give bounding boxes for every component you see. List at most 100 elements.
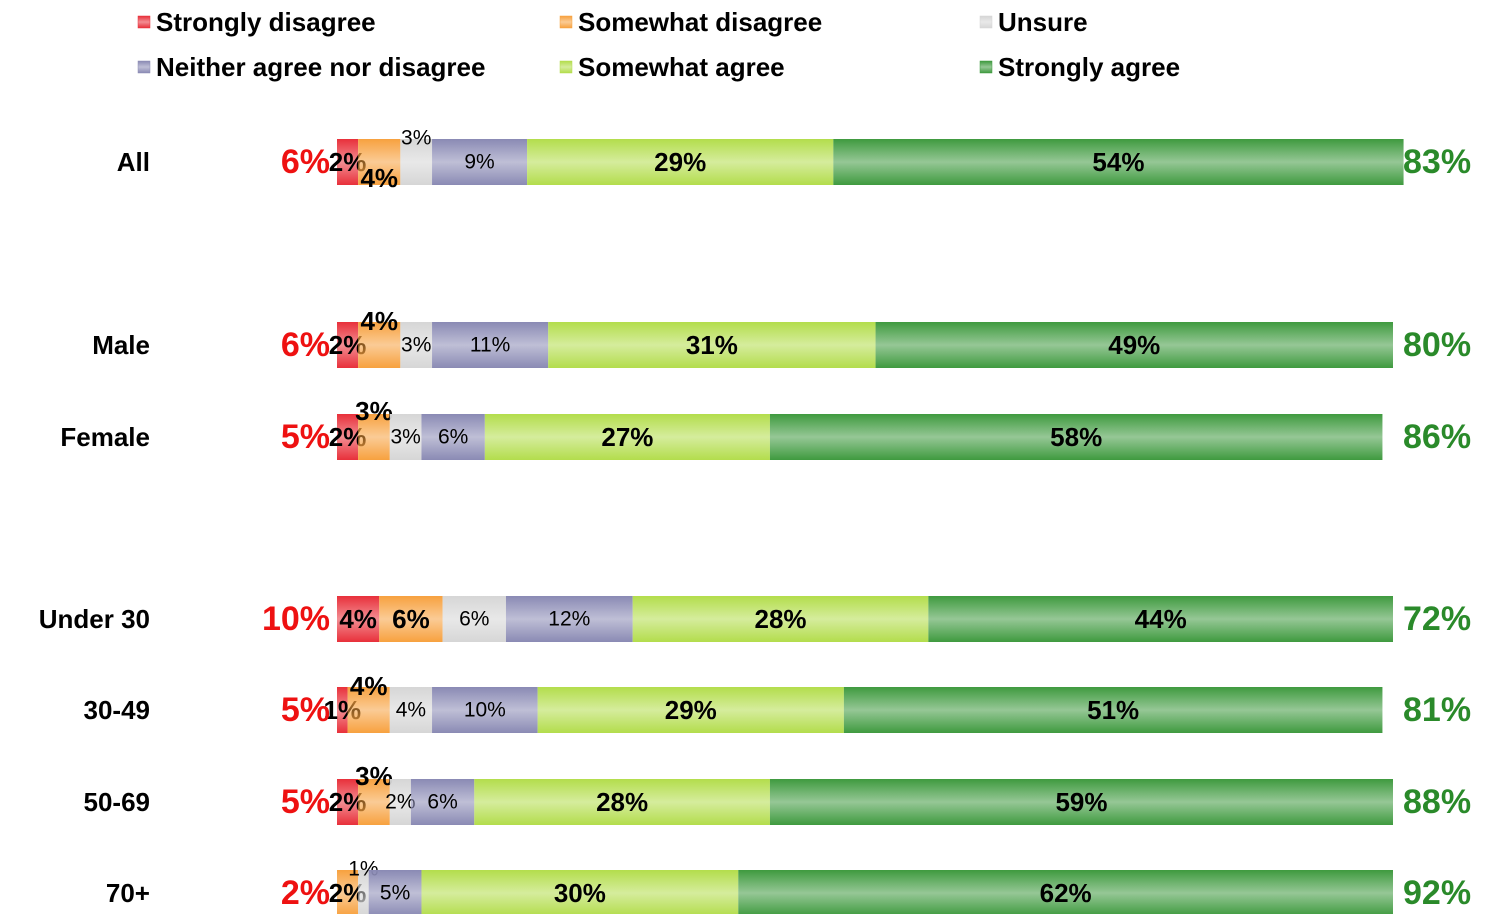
bar-segment — [432, 322, 549, 368]
legend-label: Neither agree nor disagree — [156, 52, 485, 82]
disagree-total: 5% — [281, 691, 330, 729]
value-label: 29% — [654, 147, 706, 177]
category-label: Under 30 — [39, 604, 150, 634]
value-label: 27% — [601, 422, 653, 452]
value-label: 5% — [380, 882, 410, 905]
value-label: 6% — [438, 426, 468, 449]
legend-label: Strongly agree — [998, 52, 1180, 82]
value-label: 28% — [754, 604, 806, 634]
bar-segment — [379, 596, 443, 642]
value-label: 49% — [1108, 330, 1160, 360]
bar-segment — [337, 779, 359, 825]
value-label: 29% — [665, 695, 717, 725]
value-label: 44% — [1135, 604, 1187, 634]
bar-segment — [484, 414, 770, 460]
bar-segment — [432, 687, 538, 733]
value-label: 4% — [360, 163, 398, 193]
bar-segment — [337, 322, 359, 368]
bar-segment — [337, 414, 359, 460]
bar-segment — [389, 687, 433, 733]
value-label: 6% — [392, 604, 430, 634]
value-label: 58% — [1050, 422, 1102, 452]
value-label: 62% — [1040, 878, 1092, 908]
value-label: 3% — [355, 761, 393, 791]
bar-segment — [432, 139, 528, 185]
legend-swatch — [559, 15, 573, 29]
bar-segment — [368, 870, 422, 914]
agree-total: 81% — [1403, 691, 1471, 729]
category-label: All — [117, 147, 150, 177]
bar-segment — [400, 322, 433, 368]
value-label: 3% — [401, 334, 431, 357]
value-label: 28% — [596, 787, 648, 817]
legend-swatch — [137, 60, 151, 74]
bar-segment — [505, 596, 633, 642]
bar-segment — [347, 687, 390, 733]
bar-segment — [358, 870, 369, 914]
bar-segment — [632, 596, 929, 642]
legend-label: Somewhat agree — [578, 52, 785, 82]
value-label: 59% — [1055, 787, 1107, 817]
bar-segment — [928, 596, 1393, 642]
value-label: 54% — [1092, 147, 1144, 177]
value-label: 10% — [464, 699, 506, 722]
category-label: 30-49 — [84, 695, 151, 725]
legend-swatch — [137, 15, 151, 29]
bar-segment — [337, 596, 380, 642]
value-label: 51% — [1087, 695, 1139, 725]
bar-segment — [358, 139, 401, 185]
value-label: 4% — [339, 604, 377, 634]
bar-segment — [400, 139, 433, 185]
legend-label: Somewhat disagree — [578, 7, 822, 37]
bar-segment — [389, 414, 422, 460]
value-label: 4% — [360, 306, 398, 336]
category-label: Male — [92, 330, 150, 360]
value-label: 4% — [350, 671, 388, 701]
value-label: 9% — [464, 151, 494, 174]
value-label: 3% — [401, 127, 431, 150]
value-label: 30% — [554, 878, 606, 908]
bar-segment — [389, 779, 411, 825]
bar-segment — [537, 687, 844, 733]
value-label: 31% — [686, 330, 738, 360]
agree-total: 72% — [1403, 600, 1471, 638]
agree-total: 92% — [1403, 874, 1471, 912]
bar-segment — [442, 596, 506, 642]
agree-total: 86% — [1403, 418, 1471, 456]
agree-total: 88% — [1403, 783, 1471, 821]
bar-segment — [875, 322, 1393, 368]
bar-segment — [843, 687, 1383, 733]
bar-segment — [421, 870, 739, 914]
bar-segment — [337, 687, 348, 733]
bar-segment — [410, 779, 475, 825]
value-label: 6% — [459, 608, 489, 631]
bar-segment — [358, 322, 401, 368]
value-label: 2% — [385, 791, 415, 814]
bar-segment — [358, 414, 390, 460]
disagree-total: 6% — [281, 143, 330, 181]
value-label: 12% — [548, 608, 590, 631]
value-label: 3% — [390, 426, 420, 449]
category-label: 50-69 — [84, 787, 151, 817]
bar-segment — [337, 870, 359, 914]
legend-swatch — [979, 15, 993, 29]
disagree-total: 10% — [262, 600, 330, 638]
bar-segment — [548, 322, 876, 368]
bar-segment — [833, 139, 1404, 185]
bar-segment — [358, 779, 390, 825]
bar-segment — [474, 779, 770, 825]
agree-total: 80% — [1403, 326, 1471, 364]
disagree-total: 5% — [281, 783, 330, 821]
category-label: Female — [60, 422, 150, 452]
value-label: 6% — [427, 791, 457, 814]
disagree-total: 5% — [281, 418, 330, 456]
bar-segment — [769, 779, 1393, 825]
bar-segment — [738, 870, 1393, 914]
legend-label: Unsure — [998, 7, 1088, 37]
bar-segment — [527, 139, 834, 185]
legend-label: Strongly disagree — [156, 7, 376, 37]
value-label: 3% — [355, 396, 393, 426]
category-label: 70+ — [106, 878, 150, 908]
legend-swatch — [979, 60, 993, 74]
